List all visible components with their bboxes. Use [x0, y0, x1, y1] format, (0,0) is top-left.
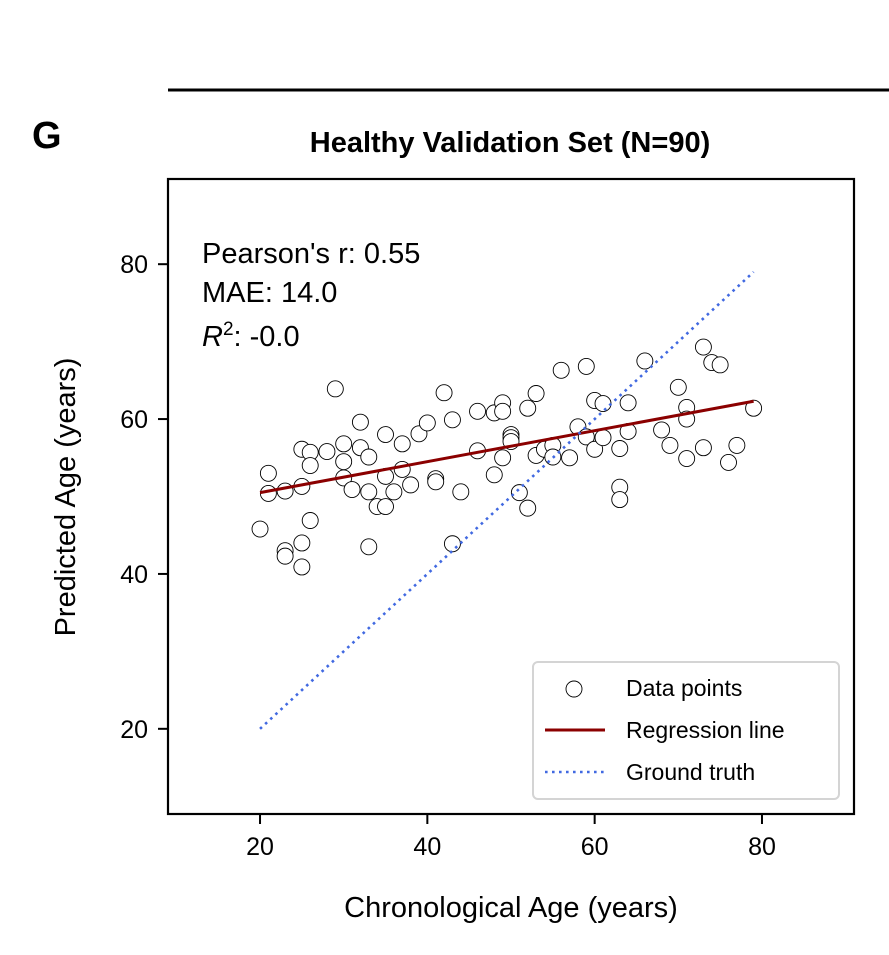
data-point — [343, 481, 361, 498]
data-point — [469, 402, 486, 420]
x-tick-label: 20 — [246, 833, 274, 861]
y-tick-label: 60 — [120, 406, 148, 434]
data-point — [561, 449, 579, 467]
data-point — [552, 361, 570, 379]
y-axis-label: Predicted Age (years) — [50, 358, 82, 637]
series-lines — [259, 270, 755, 730]
mae-annotation: MAE: 14.0 — [202, 277, 337, 309]
data-point — [494, 449, 512, 467]
data-point — [494, 402, 512, 420]
data-point — [435, 384, 453, 402]
data-point — [377, 498, 394, 516]
data-point — [293, 558, 311, 576]
data-point — [527, 385, 545, 402]
data-point — [402, 476, 420, 494]
data-point — [661, 436, 679, 454]
data-point — [611, 491, 629, 509]
legend-box — [532, 661, 840, 800]
legend-label-regression-line: Regression line — [626, 717, 785, 743]
legend-label-ground-truth: Ground truth — [626, 759, 755, 785]
legend: Data points Regression line Ground truth — [532, 661, 840, 800]
data-point — [335, 453, 353, 471]
data-point — [510, 484, 528, 502]
data-point — [259, 464, 277, 482]
data-point — [611, 440, 629, 457]
x-tick-label: 80 — [748, 833, 776, 861]
regression-line — [259, 399, 754, 495]
data-point — [452, 483, 470, 501]
data-point — [678, 450, 696, 468]
data-point — [443, 535, 461, 553]
data-point — [301, 457, 319, 474]
data-point — [393, 435, 411, 453]
ground-truth-line — [259, 270, 755, 730]
data-point — [519, 399, 537, 417]
data-point — [636, 352, 654, 370]
data-point — [360, 483, 378, 501]
axis-ticks: 20 40 60 80 20 40 60 80 — [120, 251, 776, 861]
data-point — [485, 466, 503, 484]
data-point — [318, 443, 336, 461]
data-point — [586, 440, 604, 458]
data-point — [745, 399, 763, 417]
data-point — [653, 421, 671, 439]
data-point — [443, 411, 461, 429]
data-point — [293, 534, 311, 552]
r2-value: : -0.0 — [234, 321, 300, 353]
y-tick-label: 40 — [120, 561, 148, 589]
data-point — [351, 413, 369, 431]
data-point — [728, 436, 746, 454]
data-point — [335, 435, 353, 453]
data-point — [711, 356, 729, 374]
data-point — [360, 448, 378, 466]
r2-symbol: R — [202, 321, 223, 353]
chart-title: Healthy Validation Set (N=90) — [310, 127, 710, 159]
x-tick-label: 60 — [581, 833, 609, 861]
data-point — [418, 414, 436, 432]
y-tick-label: 20 — [120, 716, 148, 744]
pearson-annotation: Pearson's r: 0.55 — [202, 238, 420, 270]
data-point — [519, 499, 537, 517]
x-tick-label: 40 — [413, 833, 441, 861]
data-point — [301, 512, 319, 529]
legend-label-data-points: Data points — [626, 675, 742, 701]
data-point — [594, 429, 612, 447]
data-point — [360, 538, 378, 556]
legend-marker-data-points — [565, 680, 583, 698]
data-point — [694, 338, 712, 356]
data-point — [694, 439, 712, 457]
x-axis-label: Chronological Age (years) — [344, 892, 678, 924]
data-point — [251, 520, 269, 538]
data-point — [577, 357, 595, 375]
data-point — [594, 395, 612, 413]
scatter-points — [251, 338, 763, 576]
r2-annotation: R2: -0.0 — [202, 319, 300, 353]
data-point — [326, 380, 344, 398]
data-point — [276, 547, 294, 565]
data-point — [619, 394, 637, 412]
data-point — [377, 426, 394, 443]
data-point — [720, 453, 737, 471]
r2-superscript: 2 — [223, 319, 234, 340]
data-point — [669, 378, 687, 396]
data-point — [385, 483, 403, 501]
data-point — [427, 473, 445, 491]
y-tick-label: 80 — [120, 251, 148, 279]
panel-label: G — [32, 115, 62, 157]
